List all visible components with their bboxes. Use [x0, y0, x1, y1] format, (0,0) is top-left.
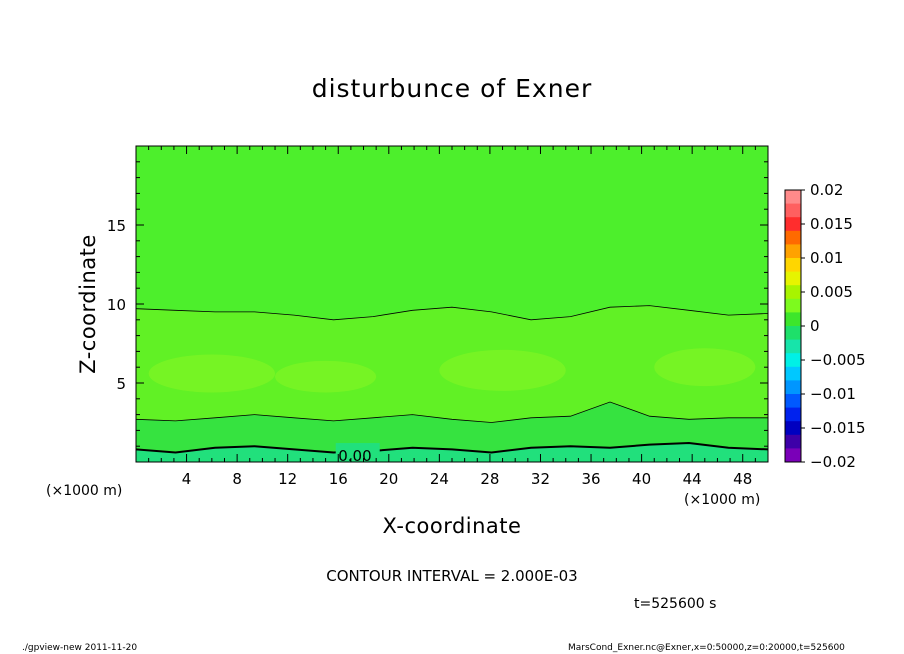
- colorbar-swatch: [785, 285, 801, 300]
- colorbar-swatch: [785, 353, 801, 368]
- colorbar-tick-label: −0.005: [810, 351, 866, 369]
- colorbar-swatch: [785, 434, 801, 449]
- x-tick-label: 16: [329, 470, 348, 488]
- x-tick-label: 32: [531, 470, 550, 488]
- time-stamp: t=525600 s: [634, 596, 717, 612]
- field-bottom: [136, 443, 768, 462]
- bright-region-3: [439, 349, 566, 391]
- colorbar-swatch: [785, 407, 801, 422]
- x-tick-label: 44: [683, 470, 702, 488]
- colorbar-swatch: [785, 421, 801, 436]
- colorbar-tick-label: −0.015: [810, 419, 866, 437]
- contour-line-middle: [135, 401, 768, 423]
- y-axis-label: Z-coordinate: [76, 234, 100, 374]
- bright-region-4: [654, 348, 756, 387]
- colorbar-swatch: [785, 217, 801, 232]
- colorbar-tick-label: −0.01: [810, 385, 856, 403]
- colorbar-tick-label: 0.015: [810, 215, 853, 233]
- chart-title: disturbunce of Exner: [311, 74, 593, 103]
- colorbar-tick-label: 0.01: [810, 249, 843, 267]
- y-tick-label: 10: [107, 296, 126, 314]
- colorbar-swatch: [785, 339, 801, 354]
- x-tick-label: 20: [379, 470, 398, 488]
- x-tick-label: 40: [632, 470, 651, 488]
- colorbar-swatch: [785, 230, 801, 245]
- contour-line-upper: [135, 305, 769, 321]
- colorbar-swatch: [785, 190, 801, 205]
- x-tick-label: 48: [733, 470, 752, 488]
- colorbar-tick-label: −0.02: [810, 453, 856, 471]
- colorbar-swatch: [785, 271, 801, 286]
- colorbar-swatch: [785, 258, 801, 273]
- x-axis-label: X-coordinate: [382, 514, 522, 538]
- y-tick-label: 15: [107, 217, 126, 235]
- footer-left-text: ./gpview-new 2011-11-20: [22, 643, 138, 653]
- x-tick-label: 36: [581, 470, 600, 488]
- x-tick-label: 24: [430, 470, 449, 488]
- bright-region-2: [275, 360, 377, 393]
- y-tick-label: 5: [116, 375, 126, 393]
- colorbar-tick-label: 0: [810, 317, 820, 335]
- colorbar-swatch: [785, 380, 801, 395]
- x-tick-label: 8: [232, 470, 242, 488]
- contour-label: 0.00: [338, 447, 371, 465]
- colorbar-swatch: [785, 448, 801, 463]
- x-tick-label: 12: [278, 470, 297, 488]
- contour-interval-text: CONTOUR INTERVAL = 2.000E-03: [326, 567, 578, 585]
- colorbar-tick-label: 0.02: [810, 181, 843, 199]
- footer-right-text: MarsCond_Exner.nc@Exner,x=0:50000,z=0:20…: [568, 643, 845, 653]
- contour-label-background: [335, 443, 380, 458]
- colorbar-swatch: [785, 394, 801, 409]
- colorbar-swatch: [785, 312, 801, 327]
- colorbar-tick-label: 0.005: [810, 283, 853, 301]
- colorbar-swatch: [785, 244, 801, 259]
- x-axis-unit-label: (×1000 m): [684, 492, 761, 508]
- x-tick-label: 4: [182, 470, 192, 488]
- bright-region-1: [148, 354, 276, 393]
- x-tick-label: 28: [480, 470, 499, 488]
- y-axis-unit-label: (×1000 m): [46, 483, 123, 499]
- colorbar-swatch: [785, 366, 801, 381]
- colorbar-swatch: [785, 298, 801, 313]
- colorbar-swatch: [785, 326, 801, 341]
- contour-line-zero: [135, 441, 769, 454]
- colorbar-swatch: [785, 203, 801, 218]
